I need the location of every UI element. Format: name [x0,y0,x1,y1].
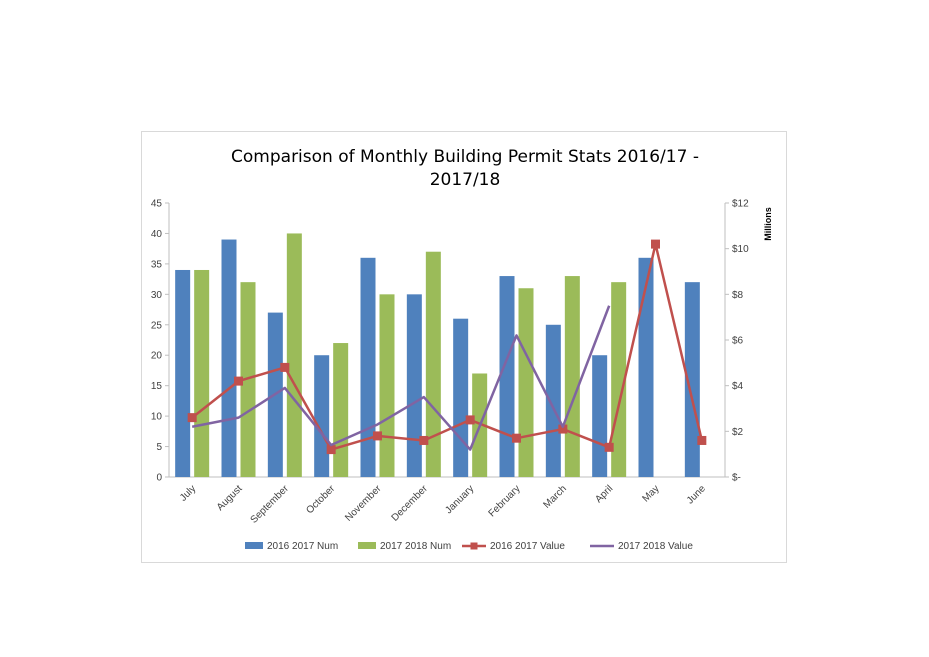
bar [611,282,627,477]
right-axis-tick-label: $10 [732,244,749,255]
bar [545,324,561,477]
bar [360,257,376,477]
lines-layer [187,239,707,455]
left-axis-tick-label: 30 [151,290,163,301]
x-axis-tick-label: December [390,483,431,524]
x-axis-tick-label: April [593,483,615,505]
line-point-marker [558,424,568,434]
line-point-marker [604,442,614,452]
line-point-marker [697,435,707,445]
bar [194,269,210,477]
left-axis-tick-label: 10 [151,412,163,423]
bar [564,276,580,477]
bar [638,257,654,477]
bar [406,294,422,477]
bar [175,269,191,477]
chart-frame: Comparison of Monthly Building Permit St… [141,131,787,563]
bar [221,239,237,477]
left-axis-tick-label: 35 [151,259,163,270]
right-axis-tick-label: $4 [732,381,744,392]
bar [518,288,534,477]
chart-svg: Comparison of Monthly Building Permit St… [151,147,773,552]
x-axis-tick-label: September [249,483,292,526]
bar [592,355,608,477]
x-axis-tick-label: March [542,483,569,510]
line-point-marker [187,413,197,423]
left-axis-tick-label: 25 [151,320,163,331]
line-point-marker [373,431,382,441]
bar [286,233,302,477]
x-axis-tick-label: July [178,483,198,503]
legend-label: 2016 2017 Value [490,541,565,552]
right-axis-unit-label: Millions [763,207,773,241]
legend-swatch [245,542,263,549]
line-point-marker [465,415,475,425]
chart-title-line2: 2017/18 [430,170,501,190]
bar [425,251,441,477]
legend: 2016 2017 Num 2017 2018 Num 2016 2017 Valu… [245,541,693,552]
right-axis-tick-label: $6 [732,336,744,347]
line-point-marker [512,433,521,443]
chart-title-line1: Comparison of Monthly Building Permit St… [231,147,699,167]
left-axis-tick-label: 0 [156,473,162,484]
left-axis-tick-label: 40 [151,229,163,240]
left-axis-tick-label: 20 [151,351,163,362]
legend-label: 2017 2018 Num [380,541,451,552]
series-line [191,305,611,451]
legend-swatch-marker [470,542,478,550]
bar [379,294,395,477]
series-line [191,242,704,451]
bars-layer [175,233,700,477]
x-axis-tick-label: January [443,483,476,516]
bar [499,276,515,477]
x-axis-tick-label: May [640,483,661,504]
line-point-marker [419,435,429,445]
bar [684,282,700,477]
left-axis-tick-label: 15 [151,381,163,392]
x-axis-tick-label: February [487,483,523,519]
right-axis-tick-label: $12 [732,199,749,210]
bar [314,355,330,477]
x-axis-tick-label: August [215,483,245,513]
right-axis-tick-label: $8 [732,290,744,301]
line-point-marker [651,239,660,249]
right-axis-tick-label: $- [732,473,741,484]
bar [333,343,349,477]
left-axis-tick-label: 5 [156,442,162,453]
line-point-marker [234,376,243,386]
line-point-marker [280,362,290,372]
x-axis-tick-label: June [685,483,708,506]
line-point-marker [326,445,336,455]
left-axis-tick-label: 45 [151,199,163,210]
bar [453,318,469,477]
x-axis-tick-label: October [304,483,337,516]
x-axis-tick-label: November [343,483,384,524]
right-axis-tick-label: $2 [732,427,744,438]
legend-swatch [358,542,376,549]
legend-label: 2016 2017 Num [267,541,338,552]
legend-label: 2017 2018 Value [618,541,693,552]
